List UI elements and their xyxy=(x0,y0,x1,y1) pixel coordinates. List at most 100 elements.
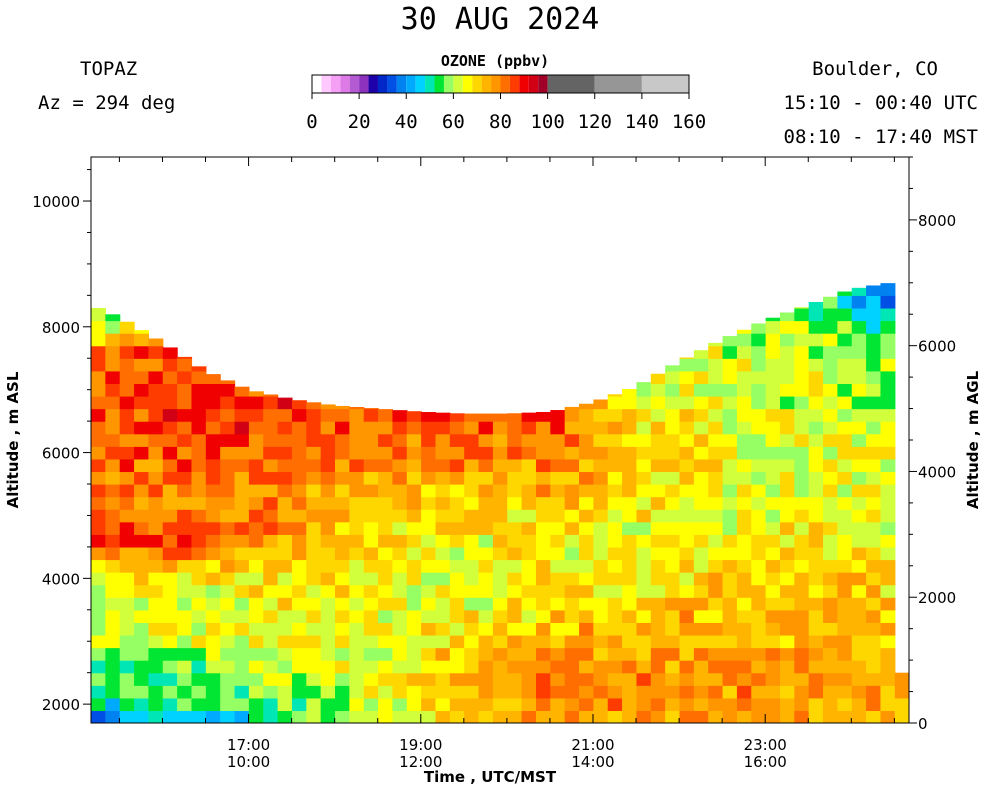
heatmap-cell xyxy=(435,609,451,623)
heatmap-cell xyxy=(378,521,394,535)
heatmap-cell xyxy=(679,685,695,699)
heatmap-cell xyxy=(521,421,537,435)
heatmap-cell xyxy=(579,471,594,485)
heatmap-cell xyxy=(263,471,279,485)
heatmap-cell xyxy=(736,672,752,686)
heatmap-cell xyxy=(335,509,350,523)
heatmap-cell xyxy=(435,685,451,699)
heatmap-cell xyxy=(406,710,422,723)
heatmap-cell xyxy=(248,408,264,422)
heatmap-cell xyxy=(421,534,437,548)
heatmap-cell xyxy=(220,484,236,498)
heatmap-cell xyxy=(880,609,896,623)
heatmap-cell xyxy=(521,446,537,460)
heatmap-cell xyxy=(478,572,494,586)
heatmap-cell xyxy=(492,446,508,460)
heatmap-cell xyxy=(205,471,221,485)
heatmap-cell xyxy=(564,484,580,498)
heatmap-cell xyxy=(378,647,394,661)
heatmap-cell xyxy=(105,496,121,510)
heatmap-cell xyxy=(607,509,623,523)
heatmap-cell xyxy=(134,395,150,410)
heatmap-cell xyxy=(693,647,709,661)
heatmap-cell xyxy=(91,672,106,686)
heatmap-cell xyxy=(736,471,752,485)
heatmap-cell xyxy=(464,597,480,611)
heatmap-cell xyxy=(779,584,795,598)
heatmap-cell xyxy=(535,584,551,598)
heatmap-cell xyxy=(205,609,221,623)
heatmap-cell xyxy=(593,559,609,573)
heatmap-cell xyxy=(134,484,150,498)
heatmap-cell xyxy=(205,634,221,649)
heatmap-cell xyxy=(708,660,724,674)
heatmap-cell xyxy=(708,408,724,422)
heatmap-cell xyxy=(177,383,193,397)
heatmap-cell xyxy=(693,521,709,535)
heatmap-cell xyxy=(535,559,551,573)
heatmap-cell xyxy=(335,484,350,498)
heatmap-cell xyxy=(550,584,566,598)
heatmap-cell xyxy=(521,697,537,712)
heatmap-cell xyxy=(650,521,666,535)
heatmap-cell xyxy=(866,609,882,623)
heatmap-cell xyxy=(220,421,236,435)
heatmap-cell xyxy=(507,458,523,473)
heatmap-cell xyxy=(736,408,752,422)
heatmap-cell xyxy=(722,584,738,598)
heatmap-cell xyxy=(148,559,164,573)
heatmap-cell xyxy=(708,609,724,623)
colorbar-swatch xyxy=(462,75,473,93)
heatmap-cell xyxy=(708,597,724,611)
heatmap-cell xyxy=(837,295,853,309)
heatmap-cell xyxy=(148,634,164,649)
heatmap-cell xyxy=(335,597,350,611)
heatmap-cell xyxy=(162,697,178,712)
heatmap-cell xyxy=(320,471,336,485)
y-tick-label-left: 10000 xyxy=(32,193,80,211)
heatmap-cell xyxy=(291,496,307,510)
heatmap-cell xyxy=(205,584,221,598)
heatmap-cell xyxy=(708,433,724,447)
heatmap-cell xyxy=(736,559,752,573)
heatmap-cell xyxy=(808,584,824,598)
heatmap-cell xyxy=(622,446,638,460)
heatmap-cell xyxy=(823,572,838,586)
heatmap-cell xyxy=(119,333,135,347)
heatmap-cell xyxy=(837,697,853,712)
heatmap-cell xyxy=(593,660,609,674)
heatmap-cell xyxy=(320,660,336,674)
heatmap-cell xyxy=(277,584,293,598)
axes: 17:0010:0019:0012:0021:0014:0023:0016:00… xyxy=(32,156,956,771)
heatmap-cell xyxy=(593,546,609,561)
heatmap-cell xyxy=(550,672,566,686)
heatmap-cell xyxy=(564,408,580,422)
heatmap-cell xyxy=(535,647,551,661)
heatmap-cell xyxy=(392,496,408,510)
heatmap-cell xyxy=(808,572,824,586)
heatmap-cell xyxy=(435,672,451,686)
heatmap-cell xyxy=(736,609,752,623)
heatmap-cell xyxy=(779,395,795,410)
heatmap-cell xyxy=(205,559,221,573)
heatmap-cell xyxy=(234,484,250,498)
heatmap-cell xyxy=(335,446,350,460)
heatmap-cell xyxy=(779,660,795,674)
heatmap-cell xyxy=(779,433,795,447)
heatmap-cell xyxy=(363,710,379,723)
heatmap-cell xyxy=(550,647,566,661)
heatmap-cell xyxy=(521,647,537,661)
heatmap-cell xyxy=(263,395,279,410)
heatmap-cell xyxy=(751,559,767,573)
heatmap-cell xyxy=(765,446,781,460)
heatmap-cell xyxy=(378,559,394,573)
heatmap-cell xyxy=(708,446,724,460)
heatmap-cell xyxy=(177,597,193,611)
heatmap-cell xyxy=(708,622,724,636)
y-tick-label-left: 2000 xyxy=(42,696,80,714)
heatmap-cell xyxy=(320,534,336,548)
heatmap-cell xyxy=(751,408,767,422)
heatmap-cell xyxy=(263,622,279,636)
heatmap-cell xyxy=(880,408,896,422)
colorbar-swatch xyxy=(330,75,341,93)
